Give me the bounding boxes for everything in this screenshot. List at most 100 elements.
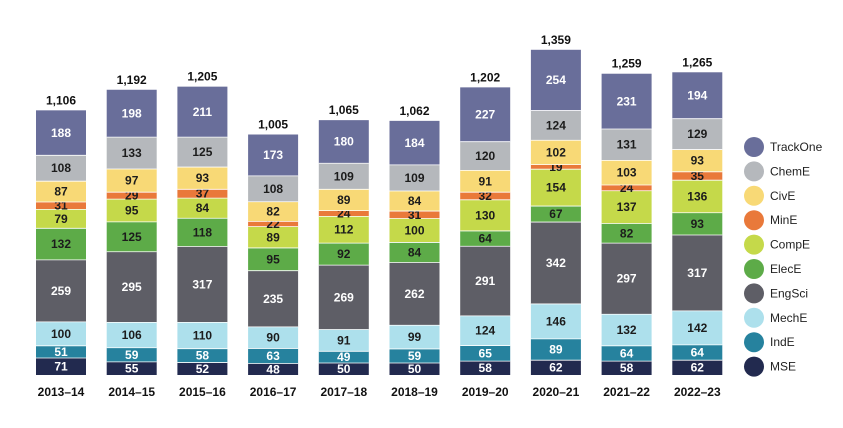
bar-segment-compe-2018-19 <box>389 218 440 243</box>
bar-segment-inde-2016-17 <box>248 348 299 364</box>
bar-segment-mse-2013-14 <box>36 358 86 375</box>
data-label-elece-2019-20: 64 <box>479 232 493 246</box>
data-label-cheme-2016-17: 108 <box>263 182 283 196</box>
category-label-2016-17: 2016–17 <box>250 385 297 399</box>
data-label-cive-2016-17: 82 <box>266 205 280 219</box>
bar-segment-trackone-2020-21 <box>530 49 581 111</box>
bar-segment-mine-2014-15 <box>106 192 157 200</box>
data-label-inde-2017-18: 49 <box>337 350 351 364</box>
bar-segment-compe-2022-23 <box>672 180 723 213</box>
data-label-cheme-2017-18: 109 <box>334 169 354 183</box>
category-label-2017-18: 2017–18 <box>320 385 367 399</box>
data-label-inde-2021-22: 64 <box>620 346 634 360</box>
bar-segment-cive-2016-17 <box>248 201 299 222</box>
bar-segment-mine-2013-14 <box>36 201 86 210</box>
bar-segment-engsci-2015-16 <box>177 246 228 323</box>
data-label-trackone-2016-17: 173 <box>263 148 283 162</box>
legend-swatch-trackone <box>744 137 764 157</box>
legend-swatch-meche <box>744 307 764 328</box>
bar-segment-meche-2013-14 <box>36 321 86 346</box>
bar-segment-trackone-2016-17 <box>248 134 299 176</box>
data-label-compe-2021-22: 137 <box>617 200 637 214</box>
data-label-elece-2017-18: 92 <box>337 247 351 261</box>
category-label-2019-20: 2019–20 <box>462 385 509 399</box>
bar-segment-mse-2020-21 <box>530 360 581 375</box>
bar-segment-trackone-2013-14 <box>36 110 86 156</box>
category-label-2018-19: 2018–19 <box>391 385 438 399</box>
legend-label-cheme: ChemE <box>770 164 810 178</box>
legend-label-inde: IndE <box>770 335 795 349</box>
bar-segment-inde-2019-20 <box>460 345 511 362</box>
bar-segment-elece-2017-18 <box>318 243 369 266</box>
data-label-compe-2014-15: 95 <box>125 203 139 217</box>
legend-swatch-cheme <box>744 161 764 182</box>
data-label-meche-2021-22: 132 <box>617 323 637 337</box>
category-label-2015-16: 2015–16 <box>179 385 226 399</box>
data-label-mse-2015-16: 52 <box>196 362 210 376</box>
bar-segment-inde-2021-22 <box>601 345 652 362</box>
data-label-elece-2021-22: 82 <box>620 226 634 240</box>
data-label-cive-2013-14: 87 <box>54 185 68 199</box>
bar-segment-engsci-2021-22 <box>601 243 652 315</box>
data-label-meche-2017-18: 91 <box>337 333 351 347</box>
data-label-elece-2022-23: 93 <box>691 217 705 231</box>
data-label-cheme-2018-19: 109 <box>404 171 424 185</box>
data-label-trackone-2020-21: 254 <box>546 73 566 87</box>
data-label-engsci-2018-19: 262 <box>404 287 424 301</box>
bar-segment-elece-2021-22 <box>601 223 652 244</box>
data-label-mse-2022-23: 62 <box>691 361 705 375</box>
bar-segment-trackone-2015-16 <box>177 86 228 138</box>
bar-segment-mine-2021-22 <box>601 184 652 191</box>
data-label-compe-2019-20: 130 <box>475 208 495 222</box>
data-label-meche-2018-19: 99 <box>408 330 422 344</box>
total-label-2019-20: 1,202 <box>470 70 500 84</box>
bar-segment-mse-2019-20 <box>460 361 511 375</box>
bar-segment-inde-2014-15 <box>106 347 157 362</box>
bar-segment-engsci-2018-19 <box>389 262 440 326</box>
bar-segment-engsci-2022-23 <box>672 235 723 311</box>
data-label-inde-2015-16: 58 <box>196 349 210 363</box>
data-label-trackone-2015-16: 211 <box>193 105 213 119</box>
data-label-trackone-2013-14: 188 <box>51 126 71 140</box>
bar-segment-cheme-2022-23 <box>672 118 723 150</box>
legend-swatch-mse <box>744 356 764 377</box>
legend-item-cive: CivE <box>744 185 795 206</box>
bar-segment-mse-2017-18 <box>318 363 369 375</box>
bar-segment-elece-2020-21 <box>530 206 581 223</box>
total-label-2014-15: 1,192 <box>117 73 147 87</box>
legend-swatch-compe <box>744 234 764 255</box>
category-label-2014-15: 2014–15 <box>108 385 155 399</box>
bar-segment-cheme-2017-18 <box>318 163 369 190</box>
data-label-engsci-2014-15: 295 <box>122 280 142 294</box>
data-label-mse-2018-19: 50 <box>408 362 422 376</box>
bar-segment-elece-2016-17 <box>248 247 299 271</box>
bar-segment-engsci-2020-21 <box>530 222 581 304</box>
total-label-2016-17: 1,005 <box>258 118 288 132</box>
data-label-cive-2020-21: 102 <box>546 145 566 159</box>
bar-segment-compe-2020-21 <box>530 169 581 207</box>
total-label-2015-16: 1,205 <box>187 70 217 84</box>
bar-segment-trackone-2021-22 <box>601 73 652 129</box>
legend-label-engsci: EngSci <box>770 286 808 300</box>
data-label-inde-2016-17: 63 <box>266 349 280 363</box>
bar-segment-elece-2018-19 <box>389 242 440 263</box>
data-label-compe-2016-17: 89 <box>266 230 280 244</box>
bar-segment-cive-2015-16 <box>177 167 228 190</box>
legend-label-trackone: TrackOne <box>770 140 823 154</box>
data-label-meche-2022-23: 142 <box>687 321 707 335</box>
total-label-2013-14: 1,106 <box>46 93 76 107</box>
bar-segment-mse-2022-23 <box>672 360 723 375</box>
bar-segment-meche-2014-15 <box>106 322 157 348</box>
bar-segment-cive-2019-20 <box>460 170 511 193</box>
legend-item-mine: MinE <box>744 210 797 231</box>
total-label-2020-21: 1,359 <box>541 33 571 47</box>
category-label-2020-21: 2020–21 <box>533 385 580 399</box>
legend-label-mine: MinE <box>770 213 797 227</box>
bar-segment-cive-2022-23 <box>672 149 723 172</box>
